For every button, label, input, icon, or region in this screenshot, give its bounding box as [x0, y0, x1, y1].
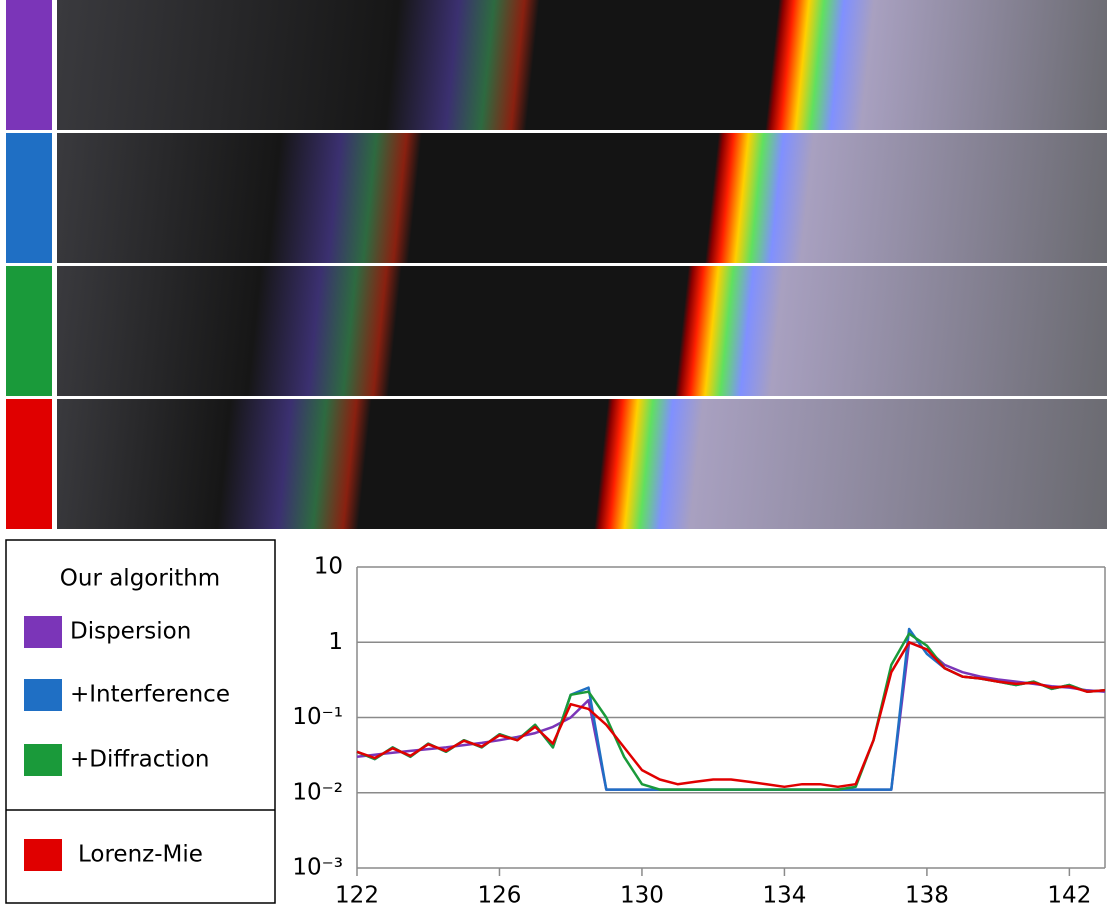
y-tick-label: 10⁻² [292, 779, 343, 805]
render-strip [57, 266, 1107, 396]
legend-label: Lorenz-Mie [78, 842, 203, 868]
x-tick-label: 134 [762, 883, 806, 909]
legend-label: +Diffraction [70, 747, 209, 773]
x-tick-label: 142 [1047, 883, 1091, 909]
x-tick-label: 138 [905, 883, 949, 909]
legend-swatch [24, 839, 62, 871]
strip-swatch [6, 0, 52, 130]
y-tick-label: 10⁻³ [292, 855, 343, 881]
legend-label: +Interference [70, 682, 230, 708]
x-tick-label: 126 [478, 883, 522, 909]
legend-swatch [24, 744, 62, 776]
series-line [356, 632, 1106, 791]
series-line [356, 641, 1106, 791]
legend-swatch [24, 679, 62, 711]
series-line [356, 641, 1106, 789]
render-strip [57, 0, 1107, 130]
strip-swatch [6, 399, 52, 529]
render-strip [57, 399, 1107, 529]
x-tick-label: 130 [620, 883, 664, 909]
y-tick-label: 10⁻¹ [292, 704, 343, 730]
render-strip [57, 133, 1107, 263]
legend-label: Dispersion [70, 619, 191, 645]
strip-swatch [6, 266, 52, 396]
y-tick-label: 10 [314, 554, 343, 580]
legend-swatch [24, 616, 62, 648]
legend-title: Our algorithm [60, 566, 220, 592]
series-line [356, 627, 1106, 791]
strip-swatch [6, 133, 52, 263]
x-tick-label: 122 [335, 883, 379, 909]
y-tick-label: 1 [328, 629, 343, 655]
